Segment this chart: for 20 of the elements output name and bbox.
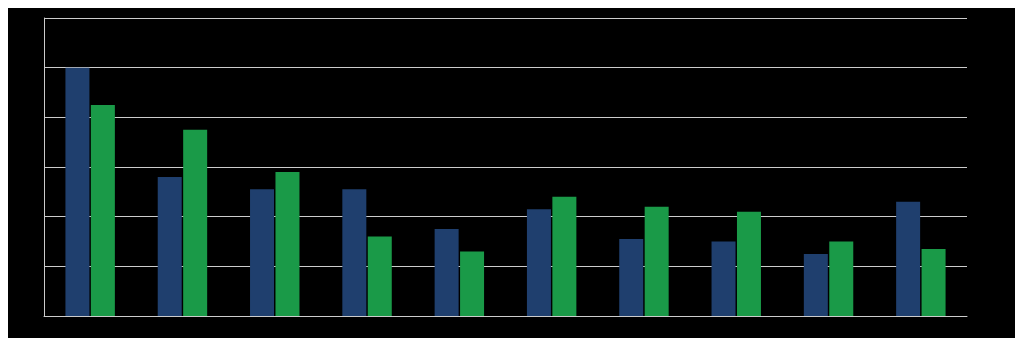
bar	[157, 176, 182, 316]
bar	[803, 253, 828, 316]
bar	[250, 189, 275, 316]
bar	[90, 104, 115, 316]
bar	[619, 239, 644, 316]
bar	[65, 67, 90, 316]
bar	[896, 201, 921, 316]
bar	[526, 209, 551, 316]
bar	[736, 211, 761, 316]
bar	[552, 196, 577, 316]
bar	[434, 229, 459, 316]
bar	[711, 241, 736, 316]
bar	[460, 251, 485, 316]
bar	[829, 241, 854, 316]
bar	[275, 171, 300, 316]
bar	[367, 236, 392, 316]
bar	[183, 129, 208, 316]
bar	[342, 189, 367, 316]
bar	[644, 206, 669, 316]
bar	[921, 248, 946, 316]
